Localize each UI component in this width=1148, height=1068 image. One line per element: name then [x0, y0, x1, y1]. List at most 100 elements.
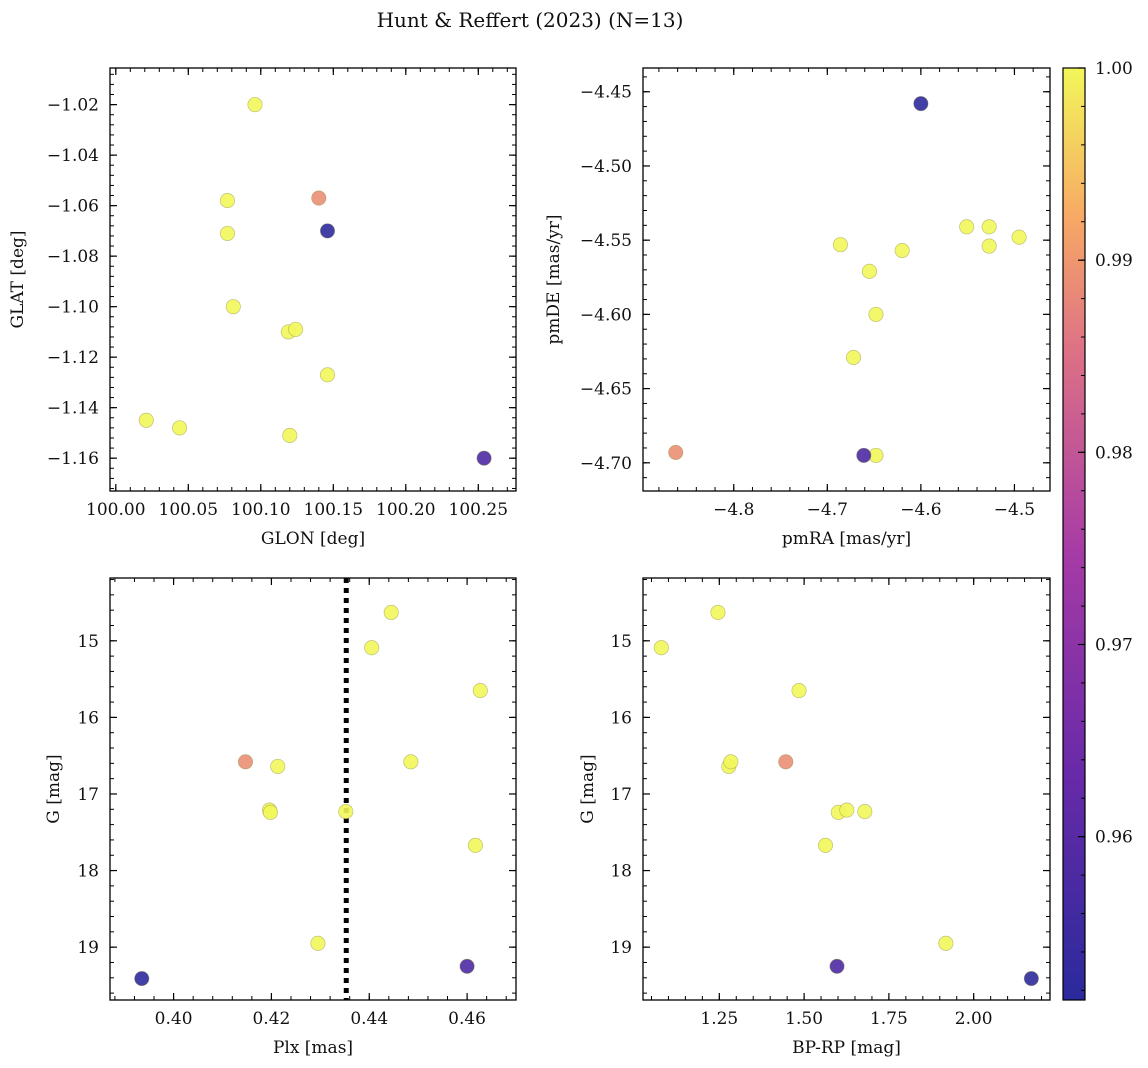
y-tick-label: −1.08 — [47, 247, 99, 267]
data-point — [653, 640, 669, 656]
data-point — [319, 367, 336, 383]
y-tick-label: 19 — [610, 938, 632, 958]
data-point — [383, 604, 399, 621]
y-axis-label: GLAT [deg] — [8, 230, 28, 328]
y-tick-label: 17 — [610, 785, 632, 805]
axes-frame — [642, 577, 1051, 1001]
data-point — [1023, 971, 1039, 987]
y-tick-label: 16 — [77, 708, 99, 728]
x-tick-label: −4.6 — [900, 500, 941, 520]
x-tick-label: −4.7 — [807, 500, 848, 520]
data-point — [856, 447, 872, 463]
data-point — [791, 683, 807, 699]
minor-ticks — [643, 578, 1050, 1000]
x-tick-label: 100.00 — [86, 500, 145, 520]
x-tick-label: 100.05 — [159, 500, 218, 520]
y-tick-label: 15 — [77, 632, 99, 652]
data-point — [219, 193, 235, 209]
data-point — [476, 450, 492, 466]
axes-frame — [109, 577, 517, 1001]
data-point — [134, 971, 150, 987]
figure-title: Hunt & Reffert (2023) (N=13) — [377, 8, 684, 32]
y-tick-label: −4.60 — [580, 305, 632, 325]
data-point — [817, 837, 834, 853]
x-tick-label: 1.50 — [785, 1009, 823, 1029]
x-tick-label: −4.5 — [994, 500, 1035, 520]
y-axis-label: G [mag] — [44, 754, 64, 823]
x-tick-label: 0.40 — [155, 1009, 193, 1029]
x-tick-label: 0.44 — [350, 1009, 388, 1029]
colorbar: 0.96 0.97 0.98 0.99 1.00 — [1062, 59, 1133, 1001]
data-point — [832, 237, 848, 253]
data-point — [778, 754, 794, 770]
axes-frame — [642, 67, 1051, 492]
x-tick-label: 2.00 — [955, 1009, 993, 1029]
y-tick-label: −4.50 — [580, 157, 632, 177]
colorbar-tick-label: 0.98 — [1095, 443, 1133, 463]
y-tick-label: −4.45 — [580, 83, 632, 103]
y-tick-label: −1.04 — [47, 146, 99, 166]
data-point — [364, 640, 380, 656]
colorbar-tick-label: 0.97 — [1095, 635, 1133, 655]
minor-ticks — [643, 68, 1050, 491]
x-tick-label: −4.8 — [713, 500, 754, 520]
y-tick-label: −1.02 — [47, 96, 99, 116]
data-point — [913, 96, 929, 112]
y-tick-label: −1.14 — [47, 399, 99, 419]
axes-frame — [109, 67, 517, 492]
data-point — [861, 263, 877, 279]
data-point — [172, 420, 188, 436]
minor-ticks — [110, 68, 516, 491]
data-point — [311, 190, 327, 206]
data-point — [723, 754, 739, 770]
data-point — [981, 238, 997, 254]
data-point — [319, 223, 336, 239]
data-point — [270, 758, 286, 774]
y-tick-label: −4.65 — [580, 380, 632, 400]
data-point — [710, 604, 726, 621]
data-point — [894, 243, 910, 259]
data-point — [237, 754, 254, 770]
data-point — [868, 306, 884, 322]
x-tick-label: 100.25 — [449, 500, 508, 520]
x-axis-label: GLON [deg] — [261, 529, 365, 549]
y-tick-label: −1.12 — [47, 348, 99, 368]
x-tick-label: 1.75 — [870, 1009, 908, 1029]
panel-cmd: 1.25 1.50 1.75 2.00 15 16 17 18 19 BP-RP [mag] G [… — [578, 577, 1051, 1058]
data-point — [403, 754, 419, 770]
data-point — [225, 299, 241, 315]
x-tick-label: 100.10 — [231, 500, 290, 520]
data-point — [938, 935, 954, 951]
colorbar-tick-label: 0.99 — [1095, 251, 1133, 271]
panel-pm: −4.8 −4.7 −4.6 −4.5 −4.45 −4.50 −4.55 −4.60 −4.6… — [544, 67, 1051, 549]
panel-plx-g: 0.40 0.42 0.44 0.46 15 16 17 18 19 Plx [mas] G [ma… — [44, 577, 517, 1058]
y-tick-label: 19 — [77, 938, 99, 958]
x-tick-label: 100.20 — [376, 500, 435, 520]
x-axis-label: BP-RP [mag] — [792, 1038, 901, 1058]
data-point — [472, 683, 488, 699]
x-tick-label: 0.42 — [252, 1009, 290, 1029]
data-point — [262, 804, 278, 820]
panel-glon-glat: 100.00 100.05 100.10 100.15 100.20 100.25 −1.0… — [8, 67, 517, 549]
x-tick-label: 100.15 — [304, 500, 363, 520]
x-tick-label: 1.25 — [700, 1009, 738, 1029]
data-point — [138, 412, 154, 428]
y-tick-label: −1.10 — [47, 298, 99, 318]
data-point — [845, 349, 862, 365]
data-point — [668, 444, 684, 460]
y-tick-label: 18 — [610, 862, 632, 882]
colorbar-gradient — [1062, 67, 1086, 1001]
data-point — [247, 97, 263, 113]
minor-ticks — [110, 578, 516, 1000]
data-point — [282, 427, 298, 443]
y-tick-label: −4.55 — [580, 231, 632, 251]
y-tick-label: 16 — [610, 708, 632, 728]
x-axis-label: Plx [mas] — [273, 1038, 353, 1058]
data-point — [310, 935, 326, 951]
data-point — [338, 804, 354, 820]
data-point — [1011, 229, 1027, 245]
data-point — [959, 219, 975, 235]
y-axis-label: G [mag] — [578, 754, 598, 823]
data-point — [467, 837, 483, 853]
